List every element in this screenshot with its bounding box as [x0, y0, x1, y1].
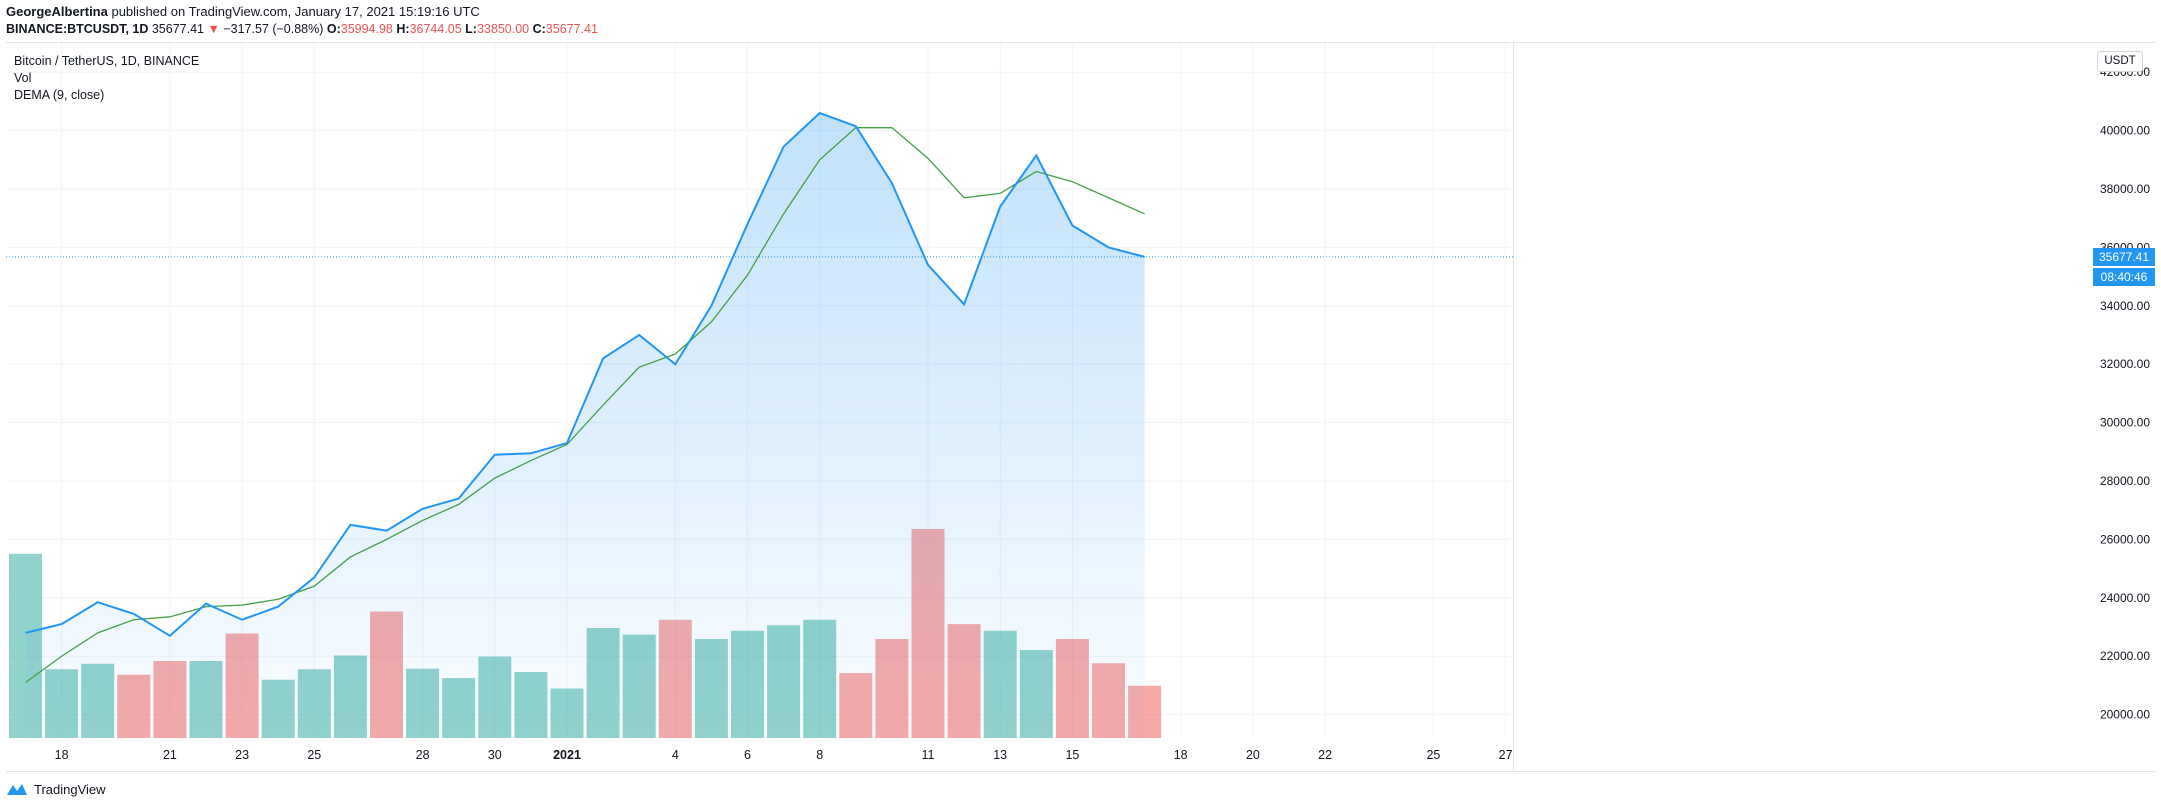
symbol-label: BINANCE:BTCUSDT, 1D [6, 22, 149, 36]
y-tick-label: 22000.00 [2100, 649, 2150, 663]
chart-legend: Bitcoin / TetherUS, 1D, BINANCE Vol DEMA… [14, 53, 199, 104]
published-text: published on TradingView.com, January 17… [107, 4, 480, 19]
author-name[interactable]: GeorgeAlbertina [6, 4, 108, 19]
footer-brand-label: TradingView [34, 781, 106, 797]
y-tick-label: 40000.00 [2100, 124, 2150, 138]
down-arrow-icon: ▼ [203, 22, 220, 36]
x-tick-label: 30 [488, 748, 502, 762]
x-tick-label: 20 [1246, 748, 1260, 762]
y-tick-label: 20000.00 [2100, 708, 2150, 722]
currency-button[interactable]: USDT [2097, 51, 2143, 72]
last-price: 35677.41 [148, 22, 204, 36]
y-tick-label: 30000.00 [2100, 416, 2150, 430]
y-tick-label: 38000.00 [2100, 182, 2150, 196]
countdown-label: 08:40:46 [2093, 267, 2155, 286]
x-tick-label: 15 [1065, 748, 1079, 762]
price-line [25, 111, 1145, 638]
price-change: −317.57 (−0.88%) [219, 22, 324, 36]
legend-vol[interactable]: Vol [14, 71, 32, 85]
series-lines [6, 111, 1513, 684]
x-tick-label: 18 [55, 748, 69, 762]
y-axis: 20000.00 22000.00 24000.00 26000.00 28000.00… [2100, 65, 2150, 721]
x-axis: 18 21 23 25 28 30 2021 4 6 8 11 13 15 18 20 22 25 27 [55, 748, 1513, 762]
x-tick-label: 27 [1499, 748, 1513, 762]
footer-brand[interactable]: TradingView [6, 778, 106, 800]
open-label: O: [323, 22, 341, 36]
y-tick-label: 32000.00 [2100, 357, 2150, 371]
x-tick-label: 2021 [553, 748, 581, 762]
y-tick-label: 24000.00 [2100, 591, 2150, 605]
open-value: 35994.98 [340, 22, 393, 36]
x-tick-label: 21 [163, 748, 177, 762]
x-tick-label: 4 [672, 748, 679, 762]
y-tick-label: 28000.00 [2100, 474, 2150, 488]
x-tick-label: 25 [1426, 748, 1440, 762]
publish-info: GeorgeAlbertina published on TradingView… [6, 4, 480, 20]
last-price-label: 35677.41 [2093, 247, 2155, 266]
high-value: 36744.05 [409, 22, 462, 36]
x-tick-label: 28 [416, 748, 430, 762]
symbol-ohlc-line: BINANCE:BTCUSDT, 1D 35677.41 ▼ −317.57 (… [6, 21, 598, 37]
x-tick-label: 6 [744, 748, 751, 762]
legend-title[interactable]: Bitcoin / TetherUS, 1D, BINANCE [14, 54, 200, 68]
x-tick-label: 23 [235, 748, 249, 762]
x-tick-label: 25 [307, 748, 321, 762]
tradingview-logo-icon [7, 784, 27, 795]
y-tick-label: 26000.00 [2100, 532, 2150, 546]
low-label: L: [461, 22, 477, 36]
legend-dema[interactable]: DEMA (9, close) [14, 88, 105, 102]
x-tick-label: 18 [1174, 748, 1188, 762]
chart-frame [6, 42, 2155, 772]
x-tick-label: 13 [993, 748, 1007, 762]
y-tick-label: 34000.00 [2100, 299, 2150, 313]
high-label: H: [392, 22, 410, 36]
x-tick-label: 8 [816, 748, 823, 762]
x-tick-label: 22 [1318, 748, 1332, 762]
close-label: C: [529, 22, 546, 36]
x-tick-label: 11 [922, 748, 935, 762]
low-value: 33850.00 [476, 22, 530, 36]
close-value: 35677.41 [545, 22, 598, 36]
